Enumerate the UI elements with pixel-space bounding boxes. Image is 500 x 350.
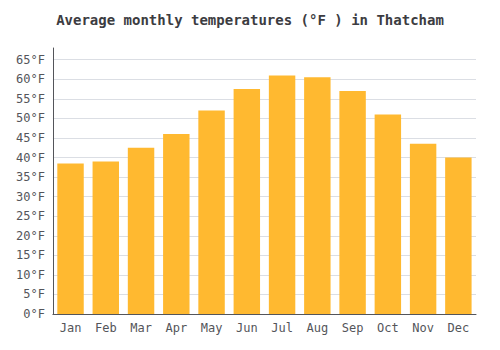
svg-text:30°F: 30°F	[16, 190, 45, 204]
svg-text:Jun: Jun	[236, 321, 258, 335]
svg-text:Mar: Mar	[130, 321, 152, 335]
svg-text:50°F: 50°F	[16, 111, 45, 125]
svg-text:60°F: 60°F	[16, 72, 45, 86]
svg-text:Sep: Sep	[342, 321, 364, 335]
svg-text:55°F: 55°F	[16, 92, 45, 106]
svg-text:20°F: 20°F	[16, 229, 45, 243]
svg-text:40°F: 40°F	[16, 151, 45, 165]
svg-text:May: May	[201, 321, 223, 335]
svg-text:Oct: Oct	[377, 321, 399, 335]
svg-text:Feb: Feb	[95, 321, 117, 335]
svg-text:10°F: 10°F	[16, 268, 45, 282]
svg-text:Apr: Apr	[165, 321, 187, 335]
svg-text:Jan: Jan	[60, 321, 82, 335]
svg-text:Aug: Aug	[306, 321, 328, 335]
svg-text:35°F: 35°F	[16, 170, 45, 184]
svg-text:Average monthly temperatures (: Average monthly temperatures (°F ) in Th…	[56, 12, 444, 28]
svg-text:0°F: 0°F	[23, 307, 45, 321]
svg-text:45°F: 45°F	[16, 131, 45, 145]
svg-text:Dec: Dec	[448, 321, 470, 335]
svg-text:15°F: 15°F	[16, 248, 45, 262]
svg-text:Jul: Jul	[271, 321, 293, 335]
svg-text:5°F: 5°F	[23, 287, 45, 301]
svg-text:25°F: 25°F	[16, 209, 45, 223]
svg-text:Nov: Nov	[412, 321, 434, 335]
svg-text:65°F: 65°F	[16, 53, 45, 67]
